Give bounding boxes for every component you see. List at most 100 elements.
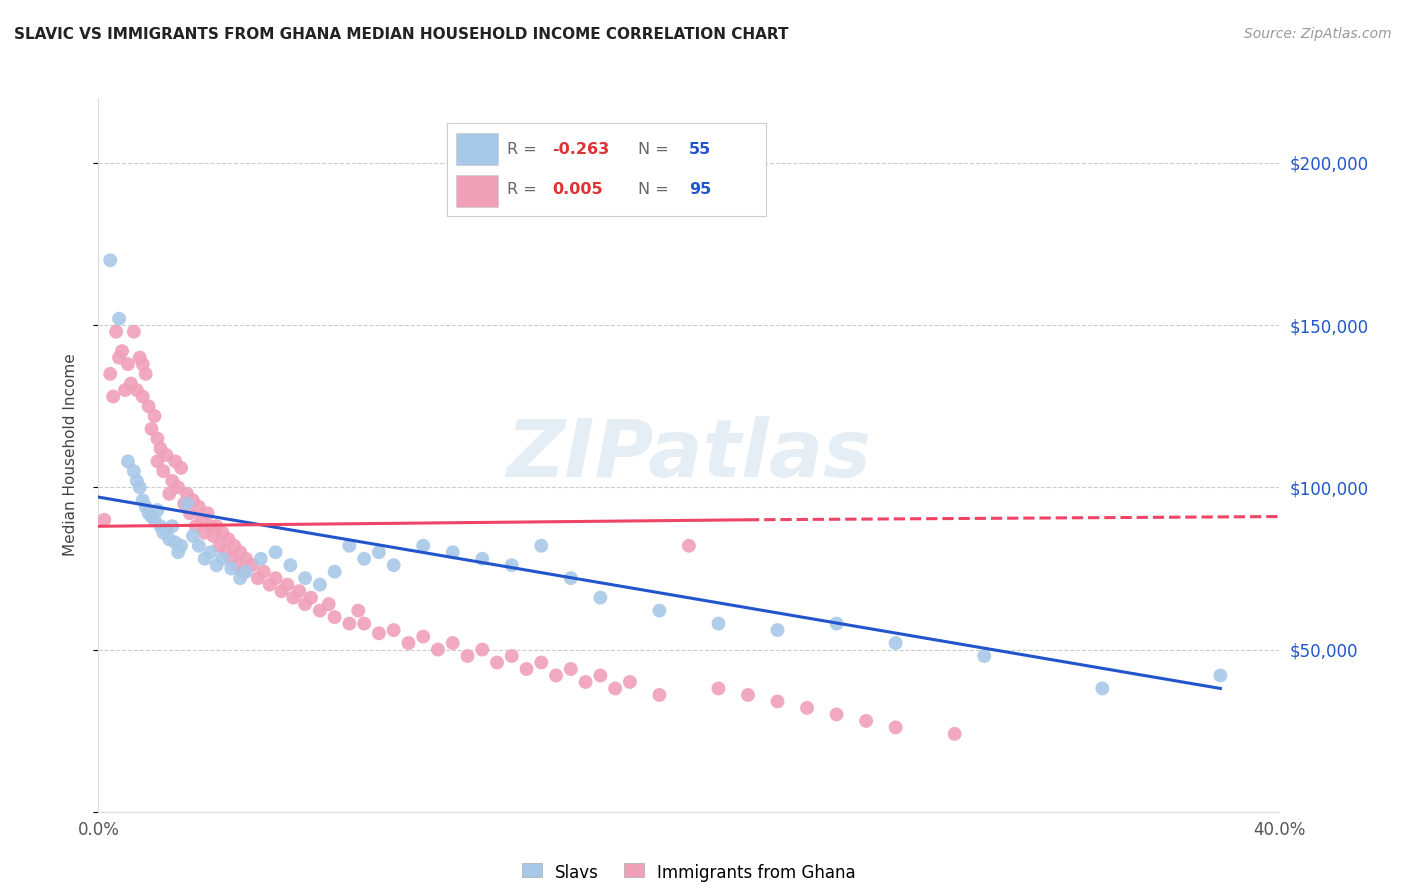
Point bbox=[219, 551, 242, 566]
Point bbox=[441, 636, 464, 650]
Point bbox=[299, 591, 322, 605]
Point bbox=[135, 500, 157, 514]
Point bbox=[176, 487, 198, 501]
Point bbox=[173, 497, 195, 511]
Point bbox=[288, 584, 311, 599]
Point bbox=[427, 642, 450, 657]
Point bbox=[197, 506, 219, 520]
Point bbox=[884, 636, 907, 650]
Point bbox=[294, 597, 316, 611]
Point bbox=[165, 454, 187, 468]
Point bbox=[515, 662, 537, 676]
Point bbox=[155, 448, 177, 462]
Point bbox=[309, 577, 332, 591]
Text: ZIPatlas: ZIPatlas bbox=[506, 416, 872, 494]
Point bbox=[114, 383, 136, 397]
Point bbox=[353, 616, 375, 631]
Point bbox=[264, 545, 287, 559]
Point bbox=[456, 648, 478, 663]
Point bbox=[323, 565, 346, 579]
Point bbox=[560, 662, 582, 676]
Point bbox=[98, 367, 121, 381]
Point bbox=[157, 533, 180, 547]
Point bbox=[347, 604, 370, 618]
Point bbox=[240, 558, 263, 573]
Point bbox=[574, 675, 596, 690]
Point bbox=[825, 616, 848, 631]
Point bbox=[707, 681, 730, 696]
Point bbox=[149, 442, 172, 456]
Point bbox=[132, 357, 155, 371]
Text: Source: ZipAtlas.com: Source: ZipAtlas.com bbox=[1244, 27, 1392, 41]
Point bbox=[135, 367, 157, 381]
Point bbox=[412, 539, 434, 553]
Point bbox=[176, 497, 198, 511]
Point bbox=[132, 390, 155, 404]
Point bbox=[187, 500, 209, 514]
Point bbox=[200, 545, 222, 559]
Point bbox=[200, 519, 222, 533]
Point bbox=[276, 577, 298, 591]
Point bbox=[253, 565, 276, 579]
Point bbox=[323, 610, 346, 624]
Point bbox=[368, 626, 391, 640]
Point bbox=[152, 525, 174, 540]
Point bbox=[471, 642, 494, 657]
Point bbox=[191, 513, 214, 527]
Point bbox=[146, 503, 169, 517]
Point bbox=[283, 591, 305, 605]
Point bbox=[146, 454, 169, 468]
Point bbox=[368, 545, 391, 559]
Point bbox=[162, 519, 183, 533]
Point bbox=[246, 571, 269, 585]
Point bbox=[184, 519, 207, 533]
Point bbox=[211, 525, 233, 540]
Point bbox=[205, 558, 228, 573]
Point bbox=[973, 648, 995, 663]
Point bbox=[170, 539, 193, 553]
Point bbox=[648, 688, 671, 702]
Point bbox=[229, 545, 252, 559]
Point bbox=[149, 519, 172, 533]
Point bbox=[589, 668, 612, 682]
Point bbox=[167, 545, 190, 559]
Point bbox=[146, 432, 169, 446]
Point bbox=[353, 551, 375, 566]
Point bbox=[235, 565, 257, 579]
Point bbox=[318, 597, 340, 611]
Point bbox=[412, 630, 434, 644]
Point bbox=[122, 464, 145, 478]
Point bbox=[181, 529, 204, 543]
Point bbox=[309, 604, 332, 618]
Point bbox=[132, 493, 155, 508]
Point bbox=[884, 720, 907, 734]
Point bbox=[103, 390, 125, 404]
Point bbox=[737, 688, 759, 702]
Point bbox=[122, 325, 145, 339]
Point bbox=[766, 694, 789, 708]
Point bbox=[382, 558, 405, 573]
Point bbox=[179, 506, 201, 520]
Point bbox=[619, 675, 641, 690]
Point bbox=[259, 577, 281, 591]
Point bbox=[294, 571, 316, 585]
Point bbox=[111, 344, 134, 359]
Point bbox=[766, 623, 789, 637]
Point bbox=[250, 551, 273, 566]
Point bbox=[339, 539, 360, 553]
Point bbox=[264, 571, 287, 585]
Point bbox=[128, 351, 150, 365]
Point bbox=[152, 464, 174, 478]
Point bbox=[501, 648, 523, 663]
Point bbox=[943, 727, 966, 741]
Point bbox=[224, 539, 246, 553]
Point bbox=[678, 539, 700, 553]
Point bbox=[141, 422, 163, 436]
Point bbox=[120, 376, 142, 391]
Point bbox=[141, 509, 163, 524]
Point bbox=[648, 604, 671, 618]
Point bbox=[219, 561, 242, 575]
Point bbox=[138, 506, 160, 520]
Point bbox=[105, 325, 128, 339]
Point bbox=[396, 636, 419, 650]
